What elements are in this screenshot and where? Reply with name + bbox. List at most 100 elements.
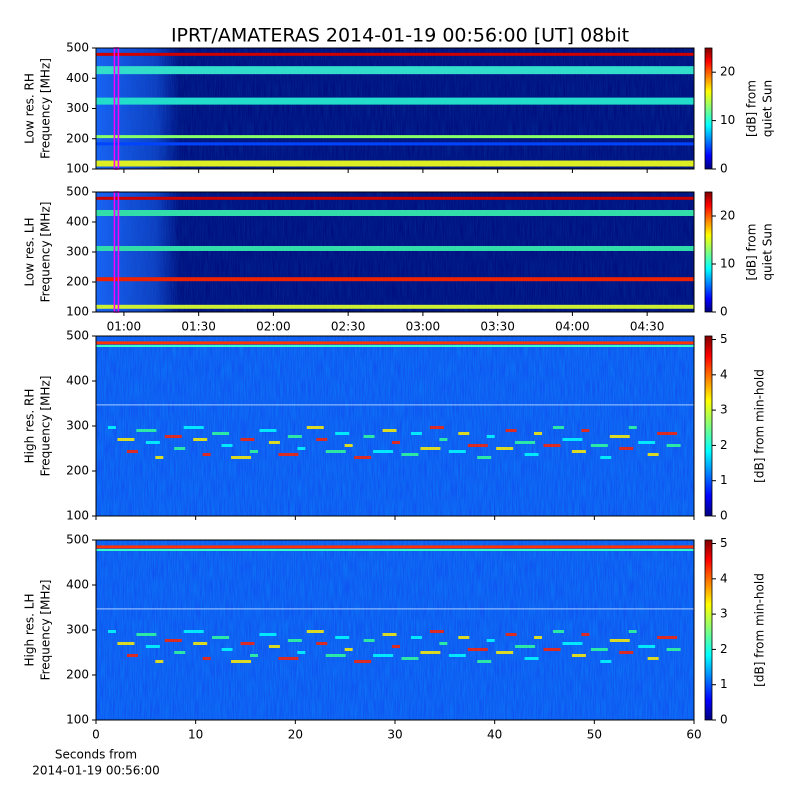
spectrogram-burst [249, 654, 258, 657]
spectrogram-burst [221, 648, 233, 651]
y-tick-label: 300 [66, 623, 89, 637]
x-tick-label: 30 [387, 728, 402, 742]
colorbar-label: [dB] from [745, 224, 759, 281]
spectrogram-burst [325, 654, 346, 657]
spectrogram-band [96, 549, 694, 551]
spectrogram-burst [183, 426, 204, 429]
spectrogram-burst [268, 441, 280, 444]
y-axis-label: High res. RH [23, 389, 37, 464]
panel [96, 192, 694, 312]
spectrogram-burst [117, 438, 135, 441]
y-axis-label: Low res. LH [23, 217, 37, 286]
spectrogram-burst [155, 456, 164, 459]
x-tick-label: 60 [686, 728, 701, 742]
spectrogram-burst [136, 633, 157, 636]
y-tick-label: 500 [66, 185, 89, 199]
spectrogram-burst [477, 456, 492, 459]
spectrogram-burst [590, 444, 608, 447]
y-tick-label: 100 [66, 162, 89, 176]
spectrogram-burst [155, 660, 164, 663]
spectrogram-band [96, 97, 694, 105]
spectrogram-burst [458, 636, 470, 639]
x-tick-label: 04:30 [630, 320, 665, 334]
spectrogram-burst [297, 447, 306, 450]
y-tick-label: 500 [66, 533, 89, 547]
x-tick-label: 50 [587, 728, 602, 742]
spectrogram-burst [448, 654, 466, 657]
spectrogram-burst [515, 645, 536, 648]
spectrogram-burst [373, 654, 394, 657]
spectrogram-burst [505, 633, 517, 636]
spectrogram-band [96, 277, 694, 282]
spectrogram-burst [562, 438, 583, 441]
colorbar-tick-label: 3 [720, 607, 728, 621]
spectrogram-band [96, 341, 694, 345]
colorbar-tick-label: 20 [720, 209, 735, 223]
spectrogram-band [96, 52, 694, 56]
colorbar [704, 47, 713, 170]
spectrogram-burst [231, 660, 252, 663]
spectrogram-burst [354, 456, 372, 459]
spectrogram-burst [249, 450, 258, 453]
spectrogram-burst [581, 633, 590, 636]
spectrogram-burst [609, 639, 630, 642]
spectrogram-burst [373, 450, 394, 453]
x-tick-label: 10 [188, 728, 203, 742]
spectrogram-burst [212, 636, 230, 639]
y-axis-label: Frequency [MHz] [39, 580, 53, 681]
spectrogram-burst [335, 636, 350, 639]
spectrogram-burst [496, 447, 514, 450]
spectrogram-burst [344, 648, 353, 651]
spectrogram-burst [107, 630, 116, 633]
spectrogram-burst [174, 447, 186, 450]
chart-title: IPRT/AMATERAS 2014-01-19 00:56:00 [UT] 0… [171, 25, 629, 47]
spectrogram-burst [363, 435, 375, 438]
colorbar-label: [dB] from min-hold [753, 369, 767, 483]
spectrogram-burst [628, 426, 637, 429]
colorbar-tick-label: 0 [720, 162, 728, 176]
spectrogram-burst [410, 432, 422, 435]
spectrogram-burst [164, 435, 182, 438]
spectrogram-burst [666, 444, 681, 447]
spectrogram-burst [534, 636, 543, 639]
spectrogram-burst [477, 660, 492, 663]
x-axis-label: 2014-01-19 00:56:00 [32, 764, 159, 778]
spectrogram-burst [174, 651, 186, 654]
spectrogram-burst [420, 651, 441, 654]
spectrogram-burst [638, 441, 656, 444]
spectrogram-band [96, 246, 694, 251]
spectrogram-burst [325, 450, 346, 453]
x-tick-label: 01:30 [181, 320, 216, 334]
spectrogram-burst [306, 630, 324, 633]
spectrogram-burst [429, 630, 444, 633]
spectrogram-burst [619, 651, 634, 654]
colorbar-tick-label: 2 [720, 438, 728, 452]
spectrogram-burst [183, 630, 204, 633]
spectrogram-burst [193, 642, 208, 645]
spectrogram-burst [543, 648, 561, 651]
spectrogram-burst [439, 438, 448, 441]
colorbar-tick-label: 10 [720, 257, 735, 271]
spectrogram-burst [259, 429, 277, 432]
spectrogram-burst [439, 642, 448, 645]
y-tick-label: 300 [66, 419, 89, 433]
spectrogram-burst [552, 426, 564, 429]
spectrogram-band [96, 404, 694, 406]
y-tick-label: 300 [66, 101, 89, 115]
spectrogram-burst [278, 657, 299, 660]
spectrogram-burst [287, 639, 302, 642]
spectrogram-burst [382, 633, 397, 636]
colorbar-label: quiet Sun [761, 223, 775, 280]
spectrogram-burst [571, 654, 586, 657]
spectrogram-burst [534, 432, 543, 435]
colorbar-tick-label: 3 [720, 403, 728, 417]
spectrogram-band [96, 608, 694, 610]
spectrogram-burst [268, 645, 280, 648]
panel [96, 540, 694, 720]
x-tick-label: 40 [487, 728, 502, 742]
y-tick-label: 100 [66, 713, 89, 727]
x-tick-label: 02:00 [256, 320, 291, 334]
colorbar-tick-label: 1 [720, 677, 728, 691]
colorbar [704, 335, 713, 517]
